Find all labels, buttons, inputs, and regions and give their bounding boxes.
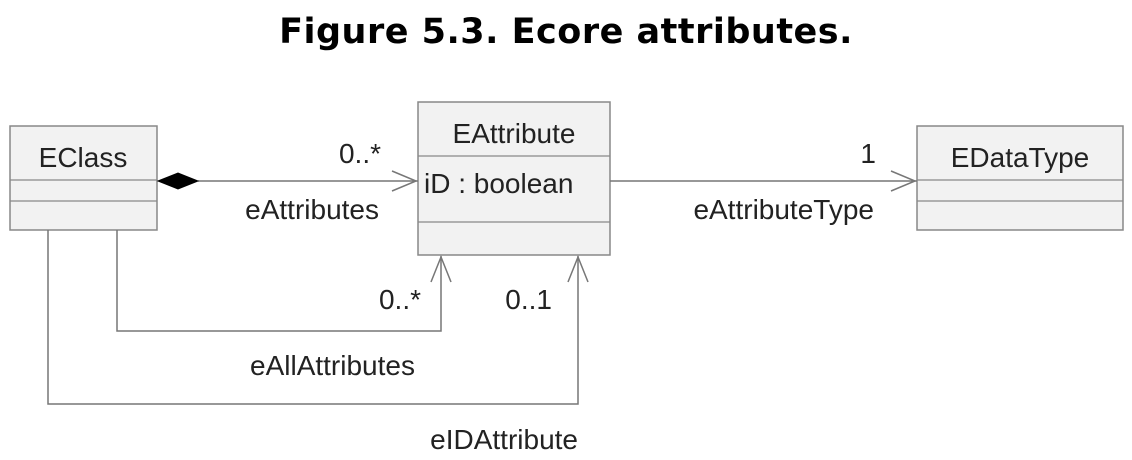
eattributes-association: 0..* eAttributes [156,138,418,225]
figure-title: Figure 5.3. Ecore attributes. [279,12,853,52]
open-arrowhead-icon [430,254,452,283]
eidattribute-role: eIDAttribute [430,424,578,455]
eattributetype-role: eAttributeType [693,194,874,225]
open-arrowhead-icon [890,170,917,192]
composition-diamond-icon [156,172,200,190]
eclass-name: EClass [39,142,128,173]
edatatype-name: EDataType [951,142,1090,173]
eidattribute-association: 0..1 eIDAttribute [47,230,589,455]
eattributes-role: eAttributes [245,194,379,225]
eattribute-box[interactable]: EAttribute iD : boolean [417,101,611,256]
eattributetype-association: 1 eAttributeType [610,138,917,225]
eattribute-id-attribute: iD : boolean [424,168,573,199]
edatatype-box[interactable]: EDataType [916,125,1124,231]
eattribute-name: EAttribute [453,118,576,149]
eattributetype-multiplicity: 1 [860,138,876,169]
eallattributes-role: eAllAttributes [250,350,415,381]
eclass-box[interactable]: EClass [9,125,158,231]
open-arrowhead-icon [391,170,418,192]
eallattributes-multiplicity: 0..* [379,284,421,315]
open-arrowhead-icon [567,254,589,283]
eallattributes-association: 0..* eAllAttributes [116,230,452,381]
eidattribute-multiplicity: 0..1 [505,284,552,315]
eattributes-multiplicity: 0..* [339,138,381,169]
